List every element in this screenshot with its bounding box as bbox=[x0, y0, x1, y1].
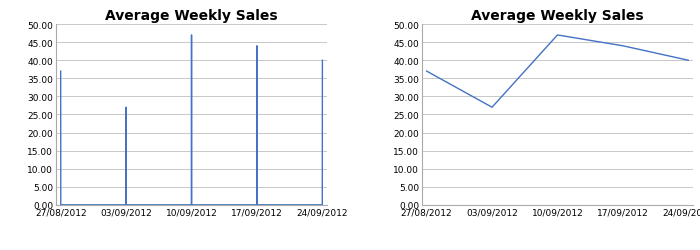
Title: Average Weekly Sales: Average Weekly Sales bbox=[105, 8, 278, 22]
Title: Average Weekly Sales: Average Weekly Sales bbox=[471, 8, 644, 22]
